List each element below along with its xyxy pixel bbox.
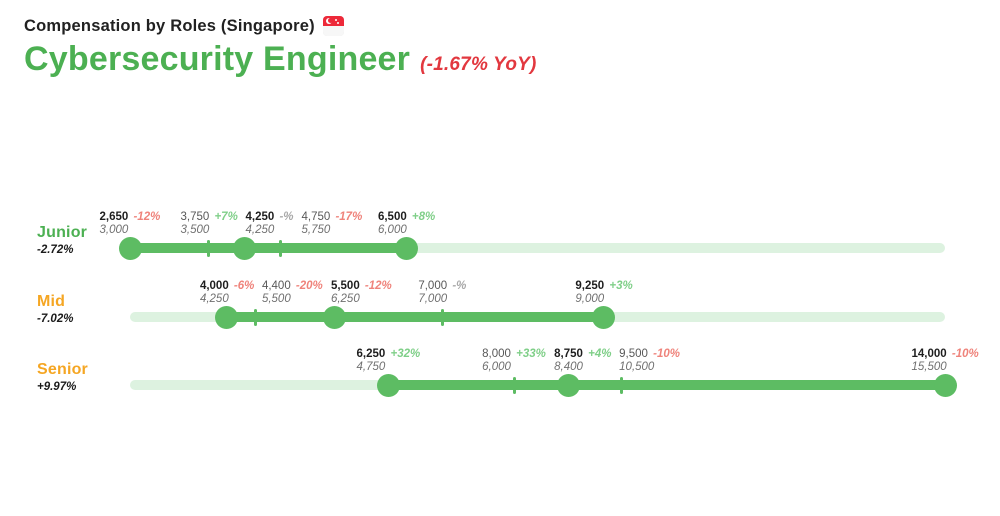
marker-label: 8,750 +4% 8,400 bbox=[554, 348, 611, 373]
salary-tick-marker bbox=[254, 308, 258, 326]
marker-pct-change: -6% bbox=[230, 280, 255, 292]
marker-pct-change: +8% bbox=[408, 211, 436, 223]
row-yoy-change: -2.72% bbox=[37, 244, 74, 256]
singapore-flag-icon bbox=[322, 16, 344, 36]
marker-current-value: 4,000 -6% bbox=[199, 280, 255, 292]
salary-range-bar bbox=[226, 312, 604, 322]
salary-dot-marker bbox=[233, 236, 257, 260]
marker-pct-change: +33% bbox=[512, 348, 546, 360]
marker-pct-change: -10% bbox=[948, 348, 979, 360]
salary-dot-marker bbox=[556, 373, 580, 397]
yoy-change: (-1.67% YoY) bbox=[420, 54, 537, 75]
marker-current-value: 5,500 -12% bbox=[330, 280, 392, 292]
marker-label: 6,250 +32% 4,750 bbox=[357, 348, 421, 373]
marker-label: 2,650 -12% 3,000 bbox=[100, 211, 161, 236]
salary-dot-marker bbox=[377, 373, 400, 397]
marker-pct-change: -20% bbox=[292, 280, 323, 292]
marker-previous-value: 4,250 bbox=[245, 224, 275, 236]
salary-dot-marker bbox=[118, 236, 142, 260]
row-yoy-change: +9.97% bbox=[37, 381, 77, 393]
salary-track bbox=[130, 243, 945, 253]
salary-tick-marker bbox=[512, 376, 516, 394]
marker-pct-change: -12% bbox=[361, 280, 392, 292]
marker-pct-change: -12% bbox=[130, 211, 161, 223]
marker-current-value: 4,750 -17% bbox=[301, 211, 363, 223]
marker-current-value: 4,400 -20% bbox=[261, 280, 323, 292]
marker-current-value: 7,000 -% bbox=[418, 280, 467, 292]
row-yoy-change: -7.02% bbox=[37, 313, 74, 325]
marker-pct-change: -% bbox=[276, 211, 294, 223]
marker-current-value: 4,250 -% bbox=[245, 211, 294, 223]
marker-previous-value: 10,500 bbox=[619, 361, 655, 373]
header: Compensation by Roles (Singapore) Cybers… bbox=[24, 16, 537, 78]
row-label: Mid -7.02% bbox=[37, 293, 73, 325]
page-title: Cybersecurity Engineer (-1.67% YoY) bbox=[24, 40, 537, 78]
marker-pct-change: +3% bbox=[606, 280, 633, 292]
marker-previous-value: 9,000 bbox=[575, 293, 605, 305]
salary-range-bar bbox=[130, 243, 407, 253]
marker-label: 5,500 -12% 6,250 bbox=[331, 280, 392, 305]
marker-previous-value: 3,000 bbox=[99, 224, 129, 236]
row-name: Mid bbox=[37, 293, 66, 310]
marker-label: 9,500 -10% 10,500 bbox=[619, 348, 680, 373]
marker-pct-change: +32% bbox=[387, 348, 421, 360]
marker-previous-value: 4,250 bbox=[199, 293, 229, 305]
marker-current-value: 2,650 -12% bbox=[99, 211, 161, 223]
eyebrow-text: Compensation by Roles (Singapore) bbox=[24, 16, 315, 35]
marker-current-value: 9,500 -10% bbox=[619, 348, 680, 360]
salary-dot-marker bbox=[933, 373, 957, 397]
row-name: Junior bbox=[37, 224, 88, 241]
salary-dot-marker bbox=[215, 305, 239, 329]
marker-pct-change: +7% bbox=[211, 211, 238, 223]
marker-label: 6,500 +8% 6,000 bbox=[378, 211, 435, 236]
marker-label: 8,000 +33% 6,000 bbox=[482, 348, 546, 373]
salary-dot-marker bbox=[592, 305, 616, 329]
marker-pct-change: -% bbox=[449, 280, 467, 292]
marker-pct-change: -10% bbox=[649, 348, 680, 360]
marker-previous-value: 7,000 bbox=[418, 293, 448, 305]
row-name: Senior bbox=[37, 361, 88, 378]
row-label: Junior -2.72% bbox=[37, 224, 87, 256]
marker-pct-change: -17% bbox=[332, 211, 363, 223]
salary-tick-marker bbox=[279, 239, 283, 257]
salary-tick-marker bbox=[620, 376, 624, 394]
marker-previous-value: 3,500 bbox=[180, 224, 210, 236]
salary-dot-marker bbox=[394, 236, 418, 260]
marker-current-value: 3,750 +7% bbox=[180, 211, 238, 223]
marker-label: 7,000 -% 7,000 bbox=[418, 280, 466, 305]
salary-tick-marker bbox=[440, 308, 444, 326]
marker-previous-value: 5,750 bbox=[301, 224, 331, 236]
salary-tick-marker bbox=[207, 239, 211, 257]
marker-current-value: 6,500 +8% bbox=[377, 211, 436, 223]
marker-current-value: 6,250 +32% bbox=[356, 348, 421, 360]
marker-previous-value: 6,000 bbox=[482, 361, 511, 373]
marker-label: 9,250 +3% 9,000 bbox=[575, 280, 632, 305]
marker-label: 4,750 -17% 5,750 bbox=[301, 211, 362, 236]
marker-previous-value: 15,500 bbox=[911, 361, 947, 373]
marker-previous-value: 5,500 bbox=[261, 293, 291, 305]
role-title: Cybersecurity Engineer bbox=[24, 40, 411, 78]
marker-pct-change: +4% bbox=[584, 348, 612, 360]
marker-previous-value: 8,400 bbox=[554, 361, 583, 373]
salary-range-bar bbox=[388, 380, 945, 390]
marker-current-value: 8,000 +33% bbox=[482, 348, 546, 360]
salary-dot-marker bbox=[323, 305, 347, 329]
marker-label: 4,400 -20% 5,500 bbox=[262, 280, 323, 305]
marker-previous-value: 4,750 bbox=[356, 361, 386, 373]
marker-previous-value: 6,250 bbox=[330, 293, 360, 305]
marker-label: 4,000 -6% 4,250 bbox=[200, 280, 254, 305]
eyebrow-row: Compensation by Roles (Singapore) bbox=[24, 16, 537, 36]
marker-current-value: 8,750 +4% bbox=[554, 348, 612, 360]
marker-label: 4,250 -% 4,250 bbox=[245, 211, 293, 236]
marker-label: 3,750 +7% 3,500 bbox=[180, 211, 237, 236]
marker-previous-value: 6,000 bbox=[377, 224, 407, 236]
marker-current-value: 14,000 -10% bbox=[911, 348, 979, 360]
row-label: Senior +9.97% bbox=[37, 361, 88, 393]
marker-label: 14,000 -10% 15,500 bbox=[912, 348, 979, 373]
marker-current-value: 9,250 +3% bbox=[575, 280, 633, 292]
